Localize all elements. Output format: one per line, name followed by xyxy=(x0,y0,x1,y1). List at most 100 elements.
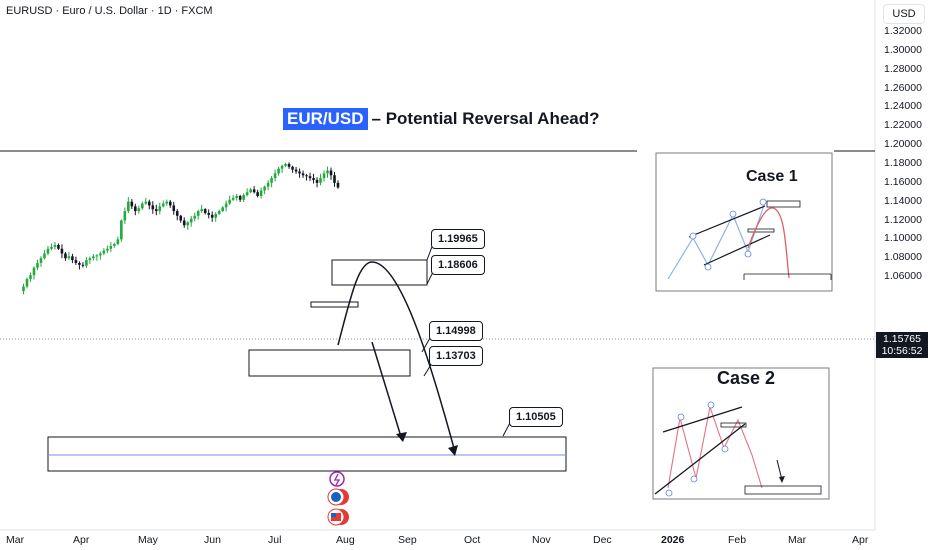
chart-title: EUR/USD – Potential Reversal Ahead? xyxy=(283,106,600,132)
time-tick-label: Dec xyxy=(593,534,612,546)
candle-body xyxy=(315,179,319,183)
candle-body xyxy=(221,207,224,212)
candle-body xyxy=(210,214,214,218)
candle-body xyxy=(245,192,249,196)
candle-body xyxy=(179,215,183,221)
callout-4[interactable]: 1.13703 xyxy=(429,346,483,366)
title-highlight: EUR/USD xyxy=(283,108,368,130)
candle-body xyxy=(144,201,148,204)
candle-body xyxy=(88,258,92,261)
time-tick-label: Jun xyxy=(204,534,221,546)
lower-demand-zone[interactable] xyxy=(47,436,567,472)
currency-selector[interactable]: USD xyxy=(883,4,925,24)
price-tick-label: 1.18000 xyxy=(884,156,922,169)
candle-body xyxy=(294,169,298,172)
candle-body xyxy=(64,253,67,259)
candle-body xyxy=(333,175,336,183)
candle-body xyxy=(32,267,36,276)
case1-title: Case 1 xyxy=(746,168,798,185)
candle-body xyxy=(280,165,284,169)
candle-body xyxy=(207,212,211,215)
candle-body xyxy=(186,222,190,226)
middle-demand-zone[interactable] xyxy=(248,349,411,377)
time-tick-label: Mar xyxy=(6,534,25,546)
time-tick-label: Mar xyxy=(788,534,807,546)
candle-body xyxy=(235,195,238,198)
projection-arrowhead-case1 xyxy=(448,445,458,456)
candle-body xyxy=(200,209,204,212)
candle-body xyxy=(116,239,120,245)
candle-body xyxy=(85,260,88,266)
price-tick-label: 1.14000 xyxy=(884,194,922,207)
candle-body xyxy=(238,195,242,200)
candle-body xyxy=(95,255,99,257)
candle-body xyxy=(78,262,81,265)
candle-body xyxy=(336,182,340,188)
case2-illustration xyxy=(652,367,830,500)
candle-body xyxy=(305,175,308,177)
candle-body xyxy=(175,211,179,216)
last-price-badge: 1.15765 10:56:52 xyxy=(876,332,928,358)
candle-body xyxy=(277,168,280,174)
callout-5[interactable]: 1.10505 xyxy=(509,407,563,427)
last-price: 1.15765 xyxy=(883,333,921,345)
candle-body xyxy=(81,264,85,266)
candle-body xyxy=(127,201,130,212)
price-tick-label: 1.20000 xyxy=(884,138,922,151)
time-tick-label: Sep xyxy=(398,534,417,546)
candle-body xyxy=(57,245,60,249)
small-resistance-box xyxy=(310,301,359,308)
candle-body xyxy=(287,163,291,167)
candle-body xyxy=(147,201,151,206)
candle-body xyxy=(29,275,32,279)
candle-body xyxy=(217,211,221,214)
projection-arrowhead-case2 xyxy=(396,432,407,442)
time-tick-label: Apr xyxy=(852,534,869,546)
event-badges[interactable] xyxy=(327,471,349,526)
candle-body xyxy=(134,206,137,212)
callout-1[interactable]: 1.19965 xyxy=(431,229,485,249)
upper-supply-zone[interactable] xyxy=(331,259,428,286)
candle-body xyxy=(182,220,186,226)
candle-body xyxy=(189,218,193,223)
candle-body xyxy=(193,215,197,219)
candle-body xyxy=(252,189,256,193)
time-tick-label: Aug xyxy=(336,534,355,546)
candle-body xyxy=(158,206,162,212)
projection-path-case2 xyxy=(371,341,403,441)
title-rest: – Potential Reversal Ahead? xyxy=(371,109,600,128)
candle-body xyxy=(329,170,333,176)
time-tick-label: Feb xyxy=(728,534,747,546)
price-tick-label: 1.06000 xyxy=(884,270,922,283)
bar-countdown: 10:56:52 xyxy=(881,345,923,357)
candle-body xyxy=(39,258,43,263)
time-tick-label: Jul xyxy=(268,534,282,546)
candle-body xyxy=(326,170,329,174)
candle-body xyxy=(259,190,263,196)
candle-body xyxy=(228,199,231,204)
candle-body xyxy=(161,203,165,207)
candle-body xyxy=(263,186,266,191)
callout-2[interactable]: 1.18606 xyxy=(431,255,485,275)
candle-body xyxy=(151,205,155,210)
candle-body xyxy=(231,197,235,200)
price-tick-label: 1.22000 xyxy=(884,119,922,132)
candle-body xyxy=(120,220,123,240)
candle-body xyxy=(123,211,127,221)
case1-illustration xyxy=(655,152,833,292)
candle-body xyxy=(137,208,141,212)
candle-body xyxy=(22,286,25,292)
callout-3[interactable]: 1.14998 xyxy=(429,321,483,341)
candle-body xyxy=(224,203,228,208)
callout-leader-5 xyxy=(502,422,511,437)
candle-body xyxy=(53,245,57,247)
candle-body xyxy=(301,173,305,176)
price-tick-label: 1.24000 xyxy=(884,100,922,113)
candle-body xyxy=(99,253,102,256)
price-tick-label: 1.28000 xyxy=(884,62,922,75)
time-tick-label: Oct xyxy=(464,534,481,546)
candle-body xyxy=(249,189,252,193)
candle-body xyxy=(154,209,158,212)
symbol-header[interactable]: EURUSD · Euro / U.S. Dollar · 1D · FXCM xyxy=(6,5,213,17)
